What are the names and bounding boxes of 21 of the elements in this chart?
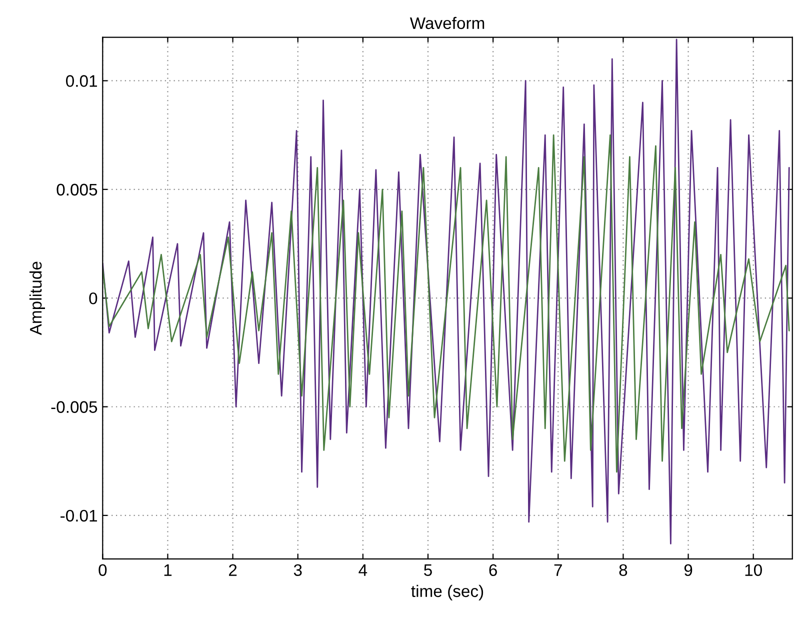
- chart-title: Waveform: [410, 16, 484, 30]
- x-tick-label: 7: [554, 564, 562, 576]
- x-tick-label: 3: [294, 564, 302, 576]
- x-tick-label: 10: [745, 564, 762, 576]
- line-series: [102, 38, 790, 544]
- y-tick-label: -0.005: [51, 401, 98, 413]
- x-tick-label: 9: [684, 564, 692, 576]
- x-tick-label: 4: [358, 564, 368, 576]
- x-tick-label: 6: [489, 564, 497, 576]
- y-tick-label: 0: [89, 292, 98, 304]
- y-tick-label: -0.01: [60, 510, 97, 522]
- x-tick-label: 0: [98, 564, 107, 576]
- x-tick-label: 2: [228, 564, 237, 576]
- y-tick-label: 0.01: [66, 75, 97, 87]
- y-tick-label: 0.005: [56, 184, 98, 196]
- x-tick-label: 8: [619, 564, 628, 576]
- x-axis-title: time (sec): [411, 584, 484, 600]
- line-series: [102, 134, 790, 473]
- x-tick-label: 1: [164, 564, 172, 576]
- x-tick-label: 5: [424, 564, 432, 576]
- y-axis-title: Amplitude: [29, 262, 45, 336]
